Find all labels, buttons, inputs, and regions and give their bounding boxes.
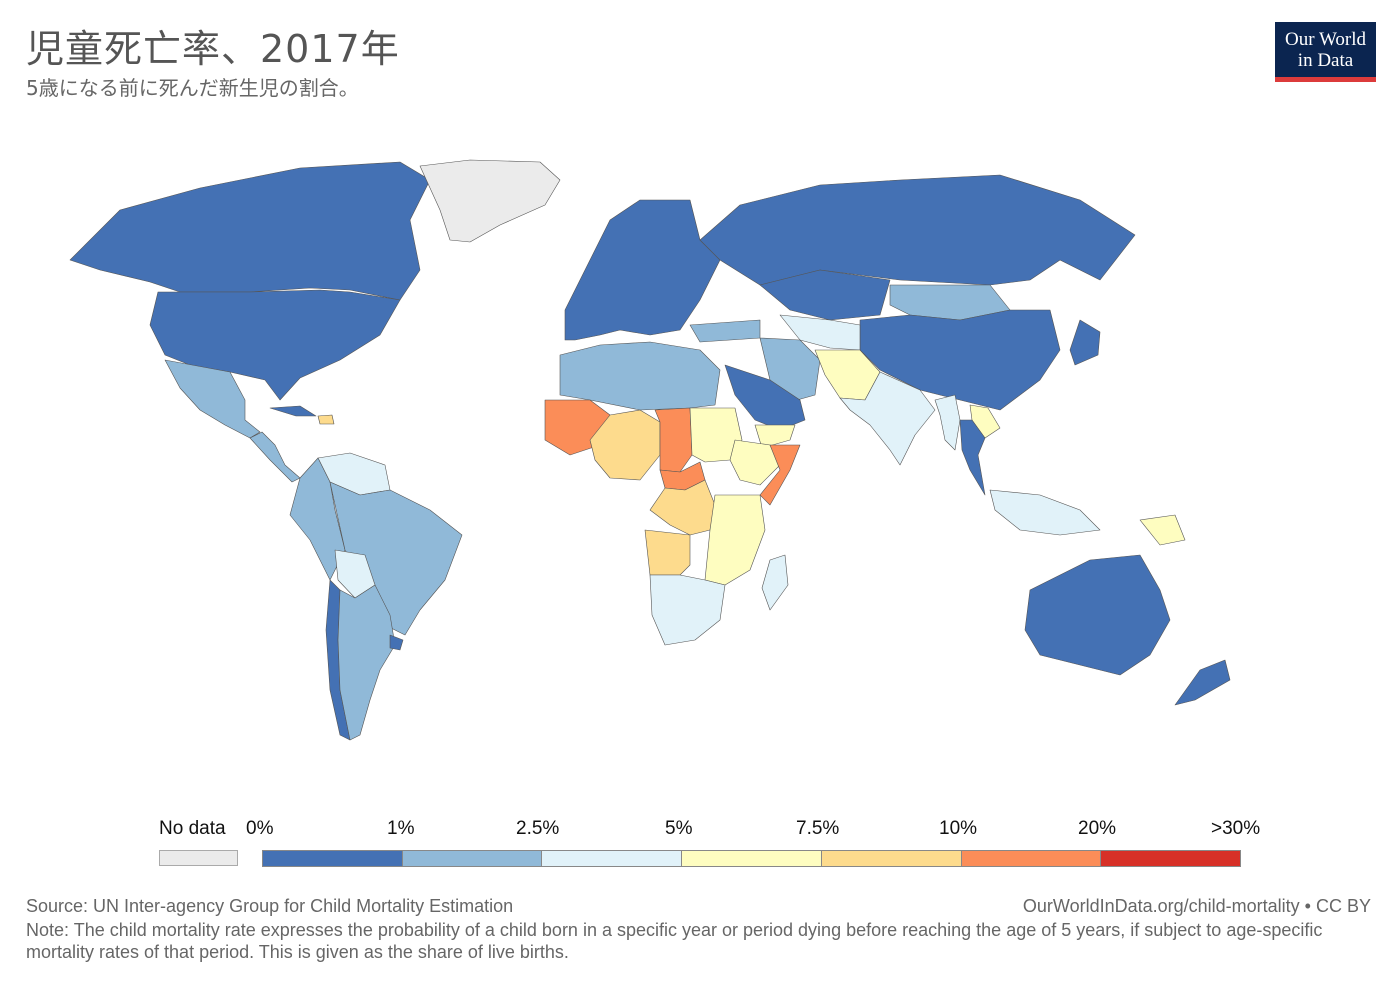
region-turkey[interactable] xyxy=(689,319,761,343)
region-mexico[interactable] xyxy=(164,359,261,439)
region-angola[interactable] xyxy=(644,529,691,576)
region-argentina[interactable] xyxy=(337,584,396,741)
region-myanmar[interactable] xyxy=(934,394,961,451)
region-thailand[interactable] xyxy=(959,419,986,496)
region-kazakhstan[interactable] xyxy=(759,269,891,321)
region-north-africa[interactable] xyxy=(559,341,721,411)
region-greenland[interactable] xyxy=(419,159,561,243)
legend-tick-7: >30% xyxy=(1211,818,1261,839)
region-indonesia[interactable] xyxy=(989,489,1101,536)
logo-line-1: Our World xyxy=(1285,29,1366,50)
region-laos[interactable] xyxy=(969,404,1001,439)
legend-swatch-0[interactable] xyxy=(263,851,403,866)
region-chad[interactable] xyxy=(654,407,693,473)
region-cuba[interactable] xyxy=(269,405,317,417)
legend-tick-2: 2.5% xyxy=(516,818,560,839)
region-australia[interactable] xyxy=(1024,554,1171,676)
legend-nodata-label: No data xyxy=(159,818,226,839)
legend-nodata-swatch[interactable] xyxy=(159,850,238,866)
legend-swatch-2[interactable] xyxy=(542,851,683,866)
legend-tick-1: 1% xyxy=(387,818,415,839)
legend-color-scale xyxy=(262,850,1241,867)
source-url[interactable]: OurWorldInData.org/child-mortality • CC … xyxy=(1022,896,1371,916)
region-new-zealand[interactable] xyxy=(1174,659,1231,706)
region-central-america[interactable] xyxy=(249,431,301,483)
world-map xyxy=(69,159,1231,741)
source-text: Source: UN Inter-agency Group for Child … xyxy=(26,896,514,916)
region-papua-new-guinea[interactable] xyxy=(1139,514,1186,546)
owid-logo[interactable]: Our World in Data xyxy=(1275,22,1376,82)
chart-subtitle: 5歳になる前に死んだ新生児の割合。 xyxy=(26,76,359,100)
legend-swatch-5[interactable] xyxy=(961,851,1102,866)
legend-swatch-3[interactable] xyxy=(682,851,822,866)
region-india[interactable] xyxy=(839,371,936,466)
region-japan[interactable] xyxy=(1069,319,1101,366)
region-canada[interactable] xyxy=(69,161,431,301)
legend-tick-4: 7.5% xyxy=(796,818,840,839)
region-east-africa[interactable] xyxy=(704,494,766,586)
legend-swatch-4[interactable] xyxy=(821,851,962,866)
logo-accent-bar xyxy=(1275,77,1376,82)
note-text: Note: The child mortality rate expresses… xyxy=(26,920,1323,962)
region-haiti[interactable] xyxy=(317,414,335,425)
region-somalia[interactable] xyxy=(759,444,801,506)
region-china[interactable] xyxy=(859,309,1061,411)
region-yemen[interactable] xyxy=(754,424,796,449)
legend-tick-3: 5% xyxy=(665,818,693,839)
legend-tick-6: 20% xyxy=(1078,818,1117,839)
region-united-states[interactable] xyxy=(149,289,401,401)
region-uruguay[interactable] xyxy=(389,634,404,651)
legend-tick-0: 0% xyxy=(246,818,274,839)
legend-tick-5: 10% xyxy=(939,818,978,839)
region-europe[interactable] xyxy=(564,199,721,341)
legend-swatch-6[interactable] xyxy=(1101,851,1241,866)
legend-swatch-1[interactable] xyxy=(402,851,543,866)
region-russia[interactable] xyxy=(699,174,1136,286)
region-southern-africa[interactable] xyxy=(649,574,726,646)
region-madagascar[interactable] xyxy=(761,554,789,611)
chart-title: 児童死亡率、2017年 xyxy=(26,27,400,71)
logo-line-2: in Data xyxy=(1297,50,1354,71)
